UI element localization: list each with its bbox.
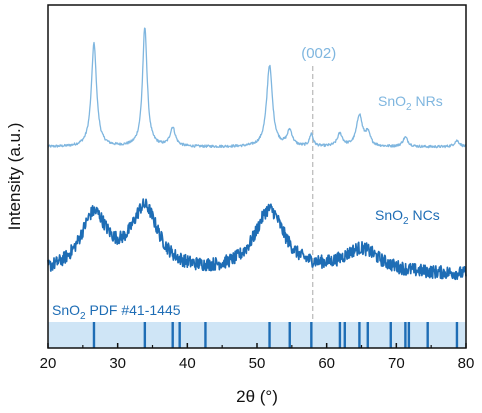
y-axis-title: Intensity (a.u.): [5, 123, 24, 231]
series-line: [47, 198, 467, 281]
series-label-subscript: 2: [403, 216, 409, 227]
reference-label-part: SnO: [52, 302, 80, 318]
reference-label-part: PDF #41-1445: [86, 302, 181, 318]
x-tick-label: 40: [179, 355, 196, 372]
x-tick-label: 60: [318, 355, 335, 372]
series-label-part: NCs: [409, 207, 440, 223]
plot-frame: [47, 4, 467, 349]
series-line: [47, 27, 467, 149]
annotation-label: (002): [301, 45, 336, 62]
x-tick-label: 70: [388, 355, 405, 372]
series-label-part: SnO: [375, 207, 403, 223]
series-label: SnO2 NCs: [375, 207, 440, 227]
series-lines: [47, 27, 467, 281]
reference-lines: [92, 322, 459, 348]
x-tick-label: 20: [40, 355, 57, 372]
reference-label-subscript: 2: [80, 311, 86, 322]
x-axis-ticks: 20 30 40 50 60 70 80: [40, 343, 475, 372]
x-axis-title: 2θ (°): [236, 387, 278, 406]
series-label-part: SnO: [378, 93, 406, 109]
x-tick-label: 50: [249, 355, 266, 372]
series-label-part: NRs: [412, 93, 443, 109]
series-label: SnO2 NRs: [378, 93, 443, 113]
x-tick-label: 30: [109, 355, 126, 372]
x-tick-label: 80: [458, 355, 475, 372]
series-label-subscript: 2: [406, 102, 412, 113]
reference-label: SnO2 PDF #41-1445: [52, 302, 181, 322]
